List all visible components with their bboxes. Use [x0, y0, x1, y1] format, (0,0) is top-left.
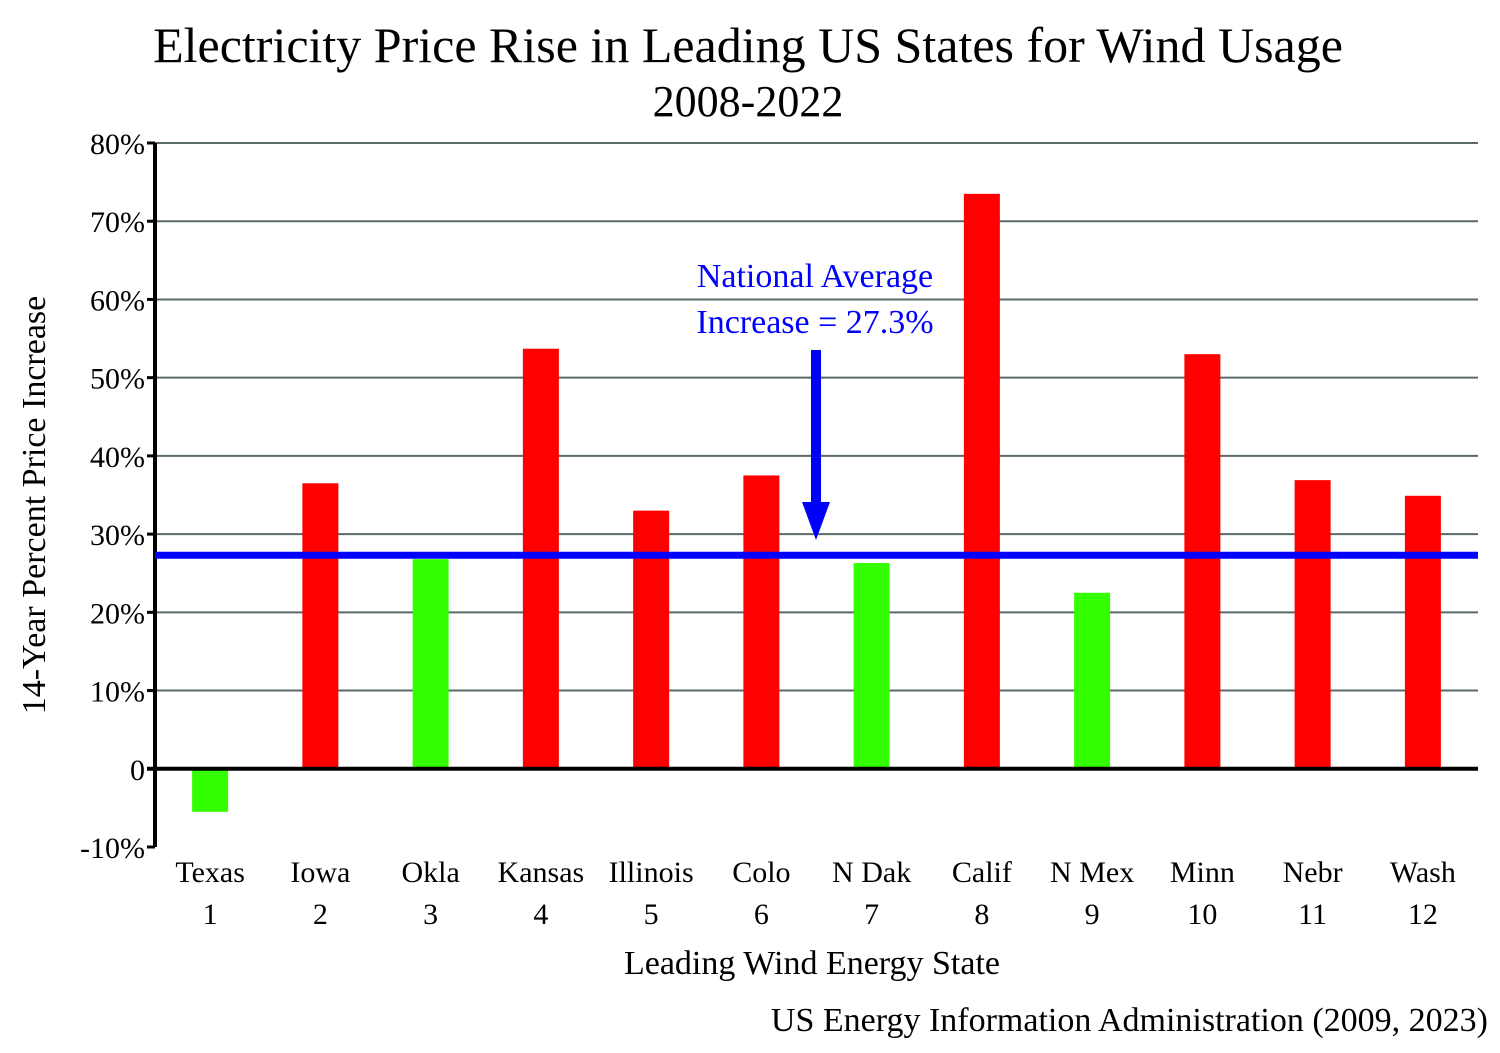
- y-tick-label: 40%: [90, 441, 145, 474]
- x-tick-label: Calif: [952, 856, 1012, 889]
- x-rank-label: 1: [203, 898, 218, 931]
- x-rank-label: 11: [1298, 898, 1327, 931]
- y-tick-label: 10%: [90, 676, 145, 709]
- x-rank-label: 10: [1187, 898, 1217, 931]
- x-rank-label: 9: [1085, 898, 1100, 931]
- x-tick-label: Colo: [732, 856, 790, 889]
- x-tick-label: Texas: [175, 856, 245, 889]
- y-axis-label: 14-Year Percent Price Increase: [16, 296, 53, 715]
- bar-texas: [192, 768, 229, 812]
- y-tick-label: 60%: [90, 284, 145, 317]
- x-tick-label: Minn: [1170, 856, 1235, 889]
- bars: [192, 193, 1441, 812]
- x-tick-label: Illinois: [609, 856, 694, 889]
- x-rank-label: 6: [754, 898, 769, 931]
- bar-kansas: [522, 348, 559, 769]
- y-tick-label: 70%: [90, 206, 145, 239]
- x-axis-label: Leading Wind Energy State: [624, 945, 1000, 982]
- y-tick-label: -10%: [80, 832, 145, 865]
- x-rank-label: 3: [423, 898, 438, 931]
- annotation-arrow-icon: [802, 350, 830, 540]
- x-rank-label: 8: [974, 898, 989, 931]
- chart-subtitle: 2008-2022: [653, 77, 844, 126]
- source-citation: US Energy Information Administration (20…: [771, 1002, 1488, 1039]
- annotation-label-line2: Increase = 27.3%: [696, 304, 933, 341]
- x-rank-label: 5: [644, 898, 659, 931]
- bar-calif: [963, 193, 1000, 769]
- bar-okla: [412, 559, 449, 769]
- annotation-label-line1: National Average: [697, 258, 933, 295]
- x-rank-label: 12: [1408, 898, 1438, 931]
- x-tick-label: Kansas: [498, 856, 585, 889]
- bar-nebr: [1294, 480, 1331, 769]
- bar-iowa: [302, 483, 339, 769]
- y-tick-label: 50%: [90, 363, 145, 396]
- x-tick-label: Iowa: [290, 856, 350, 889]
- bar-wash: [1404, 495, 1441, 769]
- bar-n-mex: [1074, 592, 1111, 769]
- y-tick-label: 0: [130, 754, 145, 787]
- bar-illinois: [633, 510, 670, 769]
- x-tick-label: Okla: [401, 856, 459, 889]
- bar-minn: [1184, 354, 1221, 769]
- x-tick-label: Wash: [1390, 856, 1456, 889]
- axes: [147, 143, 1478, 847]
- chart-title: Electricity Price Rise in Leading US Sta…: [153, 17, 1343, 73]
- bar-colo: [743, 475, 780, 769]
- x-tick-label: N Dak: [832, 856, 911, 889]
- x-tick-label: Nebr: [1283, 856, 1343, 889]
- x-rank-label: 4: [533, 898, 548, 931]
- y-tick-label: 20%: [90, 597, 145, 630]
- y-tick-label: 30%: [90, 519, 145, 552]
- y-tick-labels: -10% 0 10% 20% 30% 40% 50% 60% 70% 80%: [80, 128, 145, 865]
- x-tick-label: N Mex: [1050, 856, 1134, 889]
- bar-n-dak: [853, 563, 890, 769]
- x-rank-label: 2: [313, 898, 328, 931]
- y-tick-label: 80%: [90, 128, 145, 161]
- x-tick-labels: Texas 1 Iowa 2 Okla 3 Kansas 4 Illinois 5 Colo 6 N D…: [175, 856, 1455, 931]
- x-rank-label: 7: [864, 898, 879, 931]
